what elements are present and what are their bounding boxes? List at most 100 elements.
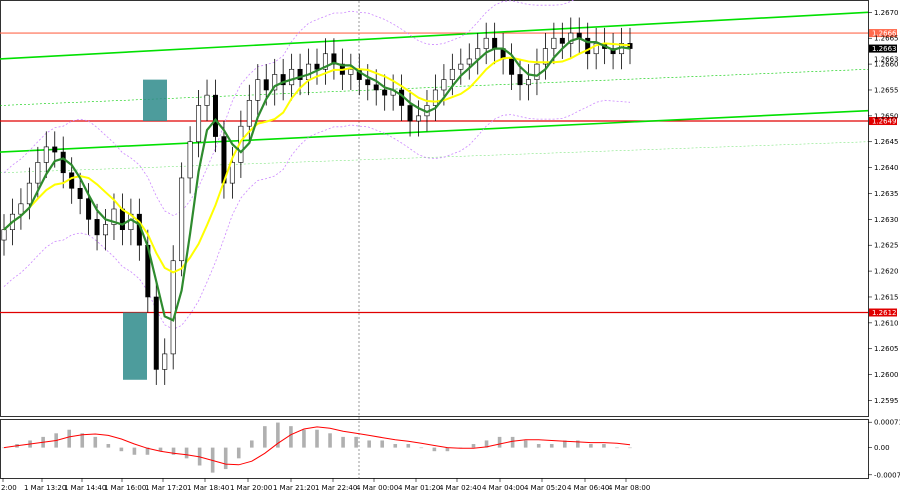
candle-bull <box>1 229 7 241</box>
envelope-upper <box>3 0 575 216</box>
y-tick-label: 1.2625 <box>874 242 899 250</box>
oscillator-panel: 0.00071 0.00 -0.00076 <box>2 419 900 479</box>
candle-bull <box>229 162 235 184</box>
highlight-box <box>123 312 147 380</box>
oscillator-panel-frame <box>0 419 869 479</box>
candle-bull <box>43 146 49 163</box>
osc-bar <box>93 436 98 448</box>
osc-bar <box>393 444 398 448</box>
candle-bull <box>348 68 354 75</box>
candle-bear <box>77 188 83 199</box>
ma-yellow <box>3 42 631 274</box>
y-tick-label: 1.2630 <box>874 216 899 224</box>
x-tick-label: 1 Mar 16:00 <box>104 484 146 492</box>
candle-bear <box>297 68 303 80</box>
ma-green <box>3 37 631 322</box>
moving-averages <box>3 37 631 322</box>
x-tick-label: 1 Mar 13:20 <box>24 484 66 492</box>
y-tick-label: 1.2645 <box>874 138 899 146</box>
osc-bar <box>2 447 6 449</box>
osc-bar <box>510 436 515 448</box>
candle-bull <box>289 68 295 86</box>
osc-bar <box>315 429 319 448</box>
current-price-label: 1.2663 <box>872 45 897 53</box>
x-tick-label: 2:00 <box>1 484 17 492</box>
osc-bar <box>145 447 150 455</box>
osc-bar <box>80 433 85 448</box>
price-axis: 1.2670 1.2665 1.2660 1.2655 1.2650 1.2645 1.26… <box>868 9 899 405</box>
osc-bar <box>236 447 241 459</box>
candle-bull <box>35 162 41 184</box>
candle-bull <box>18 203 24 215</box>
dotted-guide <box>0 141 869 174</box>
x-tick-label: 4 Mar 04:00 <box>482 484 524 492</box>
osc-bar <box>341 436 345 448</box>
osc-bar <box>536 444 541 448</box>
candle-bull <box>272 74 278 91</box>
candle-bear <box>280 74 286 86</box>
candle-bull <box>162 353 168 370</box>
osc-bar <box>263 426 267 448</box>
highlight-boxes <box>123 79 167 380</box>
candle-bear <box>153 296 159 370</box>
candle-bear <box>314 63 320 70</box>
candle-bull <box>542 48 548 65</box>
candle-bull <box>432 89 438 106</box>
candle-bull <box>416 115 422 122</box>
extra-price-label: 1.2663 <box>874 55 899 63</box>
x-tick-label: 1 Mar 20:00 <box>230 484 272 492</box>
osc-bar <box>119 447 124 452</box>
y-tick-label: 1.2665 <box>874 35 899 43</box>
level-label: 1.2612 <box>872 309 897 317</box>
trend-lines <box>0 11 869 153</box>
candle-bear <box>263 79 269 91</box>
candle-bull <box>534 63 540 80</box>
osc-bar <box>328 433 332 448</box>
y-tick-label: 1.2620 <box>874 268 899 276</box>
candle-bull <box>449 68 455 80</box>
candle-bear <box>331 53 337 65</box>
osc-tick-label: 0.00071 <box>874 419 900 427</box>
x-tick-label: 1 Mar 22:40 <box>315 484 357 492</box>
candle-bear <box>212 94 218 137</box>
candle-bull <box>551 37 557 49</box>
osc-bar <box>367 440 371 448</box>
candle-bull <box>255 79 261 101</box>
envelope-lower <box>3 99 631 330</box>
candle-bull <box>187 141 193 179</box>
osc-signal-line <box>3 426 631 466</box>
candle-bull <box>593 43 599 55</box>
osc-bar <box>576 440 580 448</box>
level-label: 1.2666 <box>872 30 897 38</box>
osc-bar <box>354 436 358 448</box>
candle-bear <box>94 219 100 236</box>
candle-bear <box>373 84 379 91</box>
candle-bear <box>492 37 498 49</box>
y-tick-label: 1.2660 <box>874 61 899 69</box>
candle-bear <box>407 105 413 122</box>
candle-bull <box>204 94 210 106</box>
osc-bar <box>562 440 567 448</box>
candle-bull <box>196 105 202 143</box>
candle-bull <box>170 260 176 355</box>
osc-bar <box>445 447 450 452</box>
osc-bar <box>497 436 502 448</box>
osc-bar <box>289 426 293 448</box>
y-tick-label: 1.2670 <box>874 9 899 17</box>
osc-tick-label: -0.00076 <box>874 471 900 479</box>
x-tick-label: 4 Mar 00:00 <box>356 484 398 492</box>
trend-line <box>0 109 869 153</box>
osc-bar <box>589 444 593 448</box>
candle-bear <box>585 37 591 55</box>
candle-bull <box>525 79 531 86</box>
x-tick-label: 4 Mar 01:20 <box>398 484 440 492</box>
osc-bar <box>380 440 385 448</box>
y-tick-label: 1.2600 <box>874 371 899 379</box>
osc-bar <box>223 447 228 470</box>
x-tick-label: 1 Mar 14:40 <box>64 484 106 492</box>
candle-bull <box>306 63 312 80</box>
candle-bear <box>119 208 125 231</box>
candle-bear <box>517 74 523 86</box>
